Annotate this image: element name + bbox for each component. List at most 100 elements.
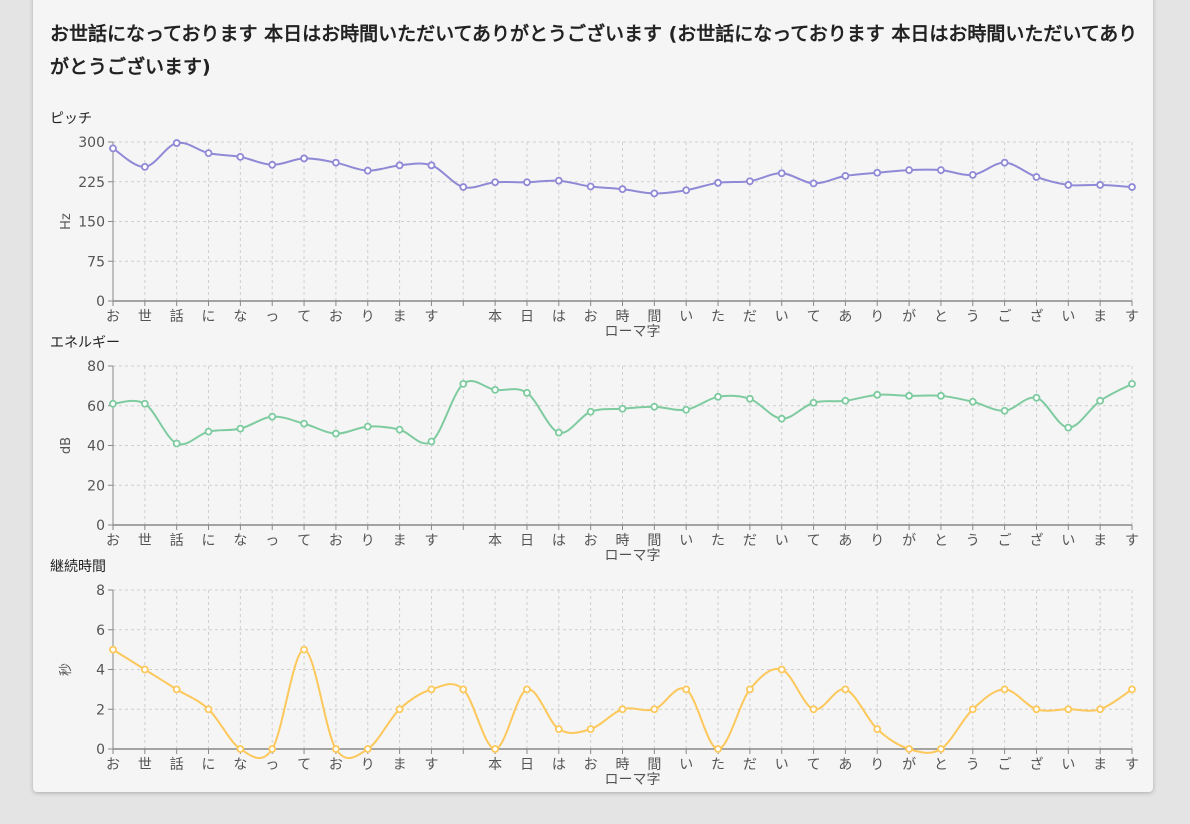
y-tick-label: 60 — [87, 399, 105, 415]
data-point — [236, 424, 245, 433]
data-point — [109, 645, 117, 654]
data-point — [1096, 181, 1105, 189]
data-point — [554, 725, 563, 734]
x-tick-label: と — [934, 309, 948, 325]
x-tick-label: ま — [1093, 309, 1107, 325]
data-point — [618, 404, 627, 413]
chart-card — [33, 0, 1153, 792]
x-tick-label: お — [584, 757, 598, 773]
x-tick-label: お — [106, 757, 120, 773]
data-point — [968, 170, 977, 179]
data-point — [427, 437, 436, 446]
x-tick-label: な — [233, 533, 247, 549]
data-point — [172, 439, 181, 448]
x-tick-label: い — [1061, 757, 1075, 773]
y-tick-label: 0 — [96, 294, 105, 310]
x-tick-label: お — [329, 757, 343, 773]
data-point — [937, 745, 945, 753]
data-point — [745, 685, 754, 694]
data-point — [140, 399, 149, 408]
x-tick-label: り — [870, 757, 884, 773]
x-tick-label: っ — [265, 309, 279, 325]
data-point — [873, 390, 882, 399]
data-point — [268, 412, 277, 421]
x-tick-label: ま — [393, 533, 407, 549]
data-point — [650, 705, 659, 714]
x-tick-label: い — [679, 757, 693, 773]
x-tick-label: い — [775, 757, 789, 773]
x-tick-label: い — [1061, 309, 1075, 325]
x-tick-label: ご — [998, 309, 1012, 325]
x-tick-label: は — [552, 309, 566, 325]
data-point — [1128, 685, 1136, 694]
x-tick-label: ま — [1093, 533, 1107, 549]
data-point — [140, 163, 149, 171]
x-tick-label: す — [1125, 309, 1139, 325]
x-tick-label: 日 — [520, 309, 534, 325]
x-tick-label: い — [775, 309, 789, 325]
x-tick-label: っ — [265, 757, 279, 773]
data-point — [236, 152, 245, 161]
data-point — [937, 391, 945, 400]
x-tick-label: た — [711, 533, 725, 549]
data-point — [586, 725, 595, 734]
x-tick-label: 本 — [488, 533, 502, 549]
x-tick-label: す — [1125, 757, 1139, 773]
chart-panel-2: 継続時間 0 2 4 6 8 お 世 話 に な っ て お り ま す 本 日 は お 時 間 い た だ い て あ り が と う ご ざ い… — [50, 558, 1139, 788]
y-tick-label: 2 — [96, 702, 105, 718]
x-tick-label: 日 — [520, 533, 534, 549]
data-point — [300, 419, 308, 428]
y-tick-label: 8 — [96, 583, 105, 599]
data-point — [809, 179, 818, 188]
data-point — [1128, 183, 1136, 191]
x-tick-label: 話 — [170, 308, 184, 325]
data-point — [491, 385, 500, 394]
y-tick-label: 0 — [96, 742, 105, 758]
x-tick-label: だ — [743, 757, 757, 773]
y-tick-label: 150 — [78, 215, 105, 231]
data-point — [1032, 173, 1041, 181]
data-point — [682, 186, 691, 195]
x-tick-label: す — [1125, 533, 1139, 549]
y-tick-label: 225 — [78, 175, 105, 191]
data-point — [172, 685, 181, 694]
x-tick-label: ま — [393, 309, 407, 325]
x-tick-label: う — [966, 533, 980, 549]
x-axis-label: ローマ字 — [605, 548, 661, 564]
data-point — [427, 161, 436, 170]
x-tick-label: は — [552, 533, 566, 549]
x-tick-label: と — [934, 757, 948, 773]
data-point — [491, 178, 500, 187]
x-tick-label: ざ — [1029, 756, 1043, 773]
x-tick-label: 間 — [647, 533, 661, 549]
data-point — [841, 172, 850, 180]
x-axis-label: ローマ字 — [605, 324, 661, 340]
data-point — [586, 182, 595, 191]
chart-panel-0: ピッチ 0 75 150 225 300 お 世 話 に な っ て お り ま す 本 日 は お 時 間 い た だ い て あ り… — [50, 111, 1139, 340]
x-tick-label: い — [1061, 533, 1075, 549]
data-point — [1064, 705, 1073, 714]
y-tick-label: 4 — [96, 663, 105, 679]
data-point — [777, 414, 786, 423]
data-point — [618, 705, 627, 714]
data-point — [523, 178, 531, 187]
data-point — [363, 166, 372, 175]
data-point — [841, 396, 850, 405]
data-point — [332, 745, 340, 753]
data-point — [714, 178, 722, 187]
y-axis-label: dB — [59, 437, 74, 454]
x-tick-label: り — [361, 309, 375, 325]
x-tick-label: に — [202, 309, 216, 325]
data-point — [554, 428, 563, 437]
data-point — [1064, 423, 1073, 432]
chart-title: 継続時間 — [50, 558, 106, 575]
data-point — [395, 705, 404, 714]
x-tick-label: た — [711, 309, 725, 325]
x-tick-label: 話 — [170, 532, 184, 549]
x-tick-label: う — [966, 757, 980, 773]
data-point — [268, 745, 277, 753]
x-tick-label: あ — [838, 533, 852, 549]
x-tick-label: ご — [998, 757, 1012, 773]
data-point — [459, 379, 468, 388]
data-point — [618, 185, 627, 194]
